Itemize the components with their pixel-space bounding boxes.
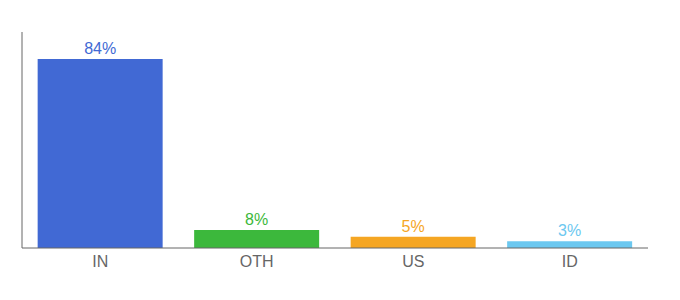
svg-text:84%: 84% [84, 40, 116, 57]
svg-text:ID: ID [562, 253, 578, 270]
svg-text:OTH: OTH [240, 253, 274, 270]
svg-text:5%: 5% [402, 218, 425, 235]
svg-text:IN: IN [92, 253, 108, 270]
svg-text:8%: 8% [245, 211, 268, 228]
svg-text:US: US [402, 253, 424, 270]
svg-text:3%: 3% [558, 222, 581, 239]
